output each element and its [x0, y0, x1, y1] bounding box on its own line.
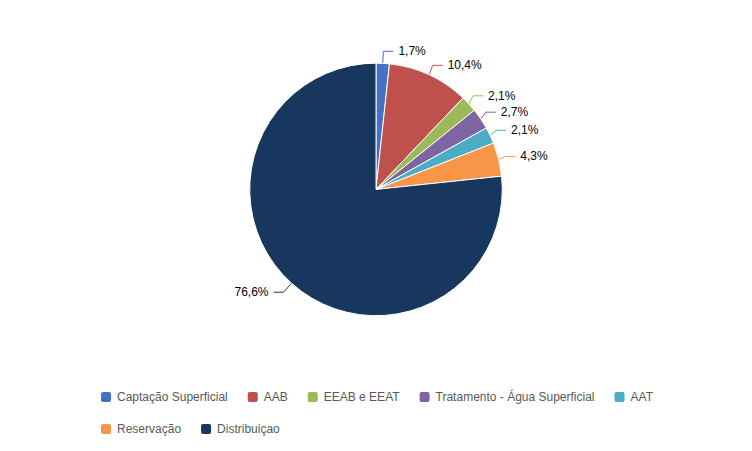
svg-text:Captação Superficial: Captação Superficial — [117, 390, 228, 404]
svg-text:Tratamento - Água Superficial: Tratamento - Água Superficial — [436, 389, 595, 404]
svg-text:Reservação: Reservação — [117, 422, 181, 436]
svg-text:4,3%: 4,3% — [520, 149, 548, 163]
svg-text:AAB: AAB — [264, 390, 288, 404]
svg-text:2,1%: 2,1% — [511, 123, 539, 137]
svg-text:AAT: AAT — [631, 390, 654, 404]
svg-text:EEAB e EEAT: EEAB e EEAT — [324, 390, 400, 404]
svg-text:1,7%: 1,7% — [398, 44, 426, 58]
svg-text:Distribuiçao: Distribuiçao — [217, 422, 280, 436]
svg-text:76,6%: 76,6% — [234, 285, 268, 299]
svg-text:2,7%: 2,7% — [501, 105, 529, 119]
svg-text:10,4%: 10,4% — [448, 58, 482, 72]
svg-text:2,1%: 2,1% — [488, 89, 516, 103]
